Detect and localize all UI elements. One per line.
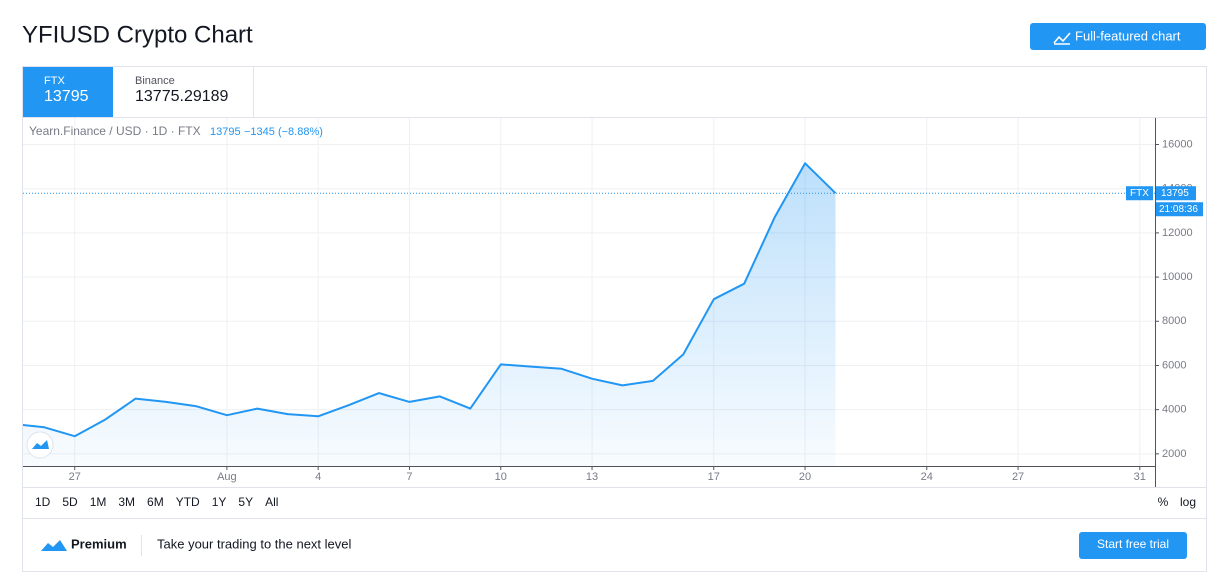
y-tick-label: 16000 [1162,138,1193,150]
button-label: Start free trial [1097,537,1169,551]
legend-price: 13795 [210,126,241,138]
price-line [23,162,837,438]
widget-frame [22,66,1207,572]
x-tick-label: 27 [1012,471,1024,483]
button-bg [1079,532,1187,559]
premium-brand: Premium [71,536,127,551]
y-tick-label: 12000 [1162,227,1193,239]
x-tick-label: 20 [799,471,811,483]
y-tick-label: 10000 [1162,271,1193,283]
area-fill [23,163,836,466]
page-title: YFIUSD Crypto Chart [22,21,253,48]
y-tick-label: 4000 [1162,404,1186,416]
range-button[interactable]: 3M [118,495,135,509]
logo [26,431,54,459]
x-tick-label: 17 [708,471,720,483]
logo-circle [26,431,54,459]
x-tick-label: 13 [586,471,598,483]
plot [23,162,837,466]
scale-log[interactable]: log [1180,495,1196,509]
tab-bg [23,67,113,117]
x-tick-label: 10 [495,471,507,483]
x-tick-label: 24 [921,471,933,483]
y-tick-label: 8000 [1162,315,1186,327]
chart-icon [1053,32,1071,45]
button-label: Full-featured chart [1075,28,1181,43]
y-tick-label: 2000 [1162,448,1186,460]
legend-symbol: Yearn.Finance / USD · 1D · FTX [29,124,201,138]
range-button[interactable]: 1Y [212,495,227,509]
range-button[interactable]: 1M [90,495,107,509]
range-button[interactable]: 1D [35,495,51,509]
last-time-label: 21:08:36 [1159,204,1198,215]
tab-binance[interactable]: Binance 13775.29189 [135,67,254,117]
tab-exchange: Binance [135,75,175,87]
last-price-box [1156,186,1196,201]
range-button[interactable]: 5D [62,495,78,509]
premium-text: Take your trading to the next level [157,536,352,551]
y-tick-label: 6000 [1162,359,1186,371]
logo-shape [32,440,49,449]
axes: 20004000600080001000012000140001600027Au… [23,138,1203,483]
x-tick-label: 4 [315,471,321,483]
premium-logo [41,540,67,551]
range-button[interactable]: 6M [147,495,164,509]
range-button[interactable]: 5Y [238,495,253,509]
x-tick-label: 7 [406,471,412,483]
x-tick-label: 31 [1134,471,1146,483]
tab-exchange: FTX [44,75,65,87]
range-button[interactable]: All [265,495,278,509]
last-price-series-label: FTX [1130,188,1149,199]
button-bg [1030,23,1206,50]
full-chart-button[interactable]: Full-featured chart [1030,23,1206,50]
tab-price: 13775.29189 [135,88,229,105]
last-price-label: 13795 [1161,188,1189,199]
tab-price: 13795 [44,88,89,105]
tab-ftx[interactable]: FTX 13795 [23,67,113,117]
last-price-series-box [1126,186,1153,201]
scale-percent[interactable]: % [1158,495,1169,509]
x-tick-label: 27 [69,471,81,483]
legend-change: −1345 (−8.88%) [244,126,323,138]
range-bar: 1D 5D 1M 3M 6M YTD 1Y 5Y All [35,495,278,509]
last-time-box [1156,202,1203,217]
x-tick-label: Aug [217,471,237,483]
trial-button[interactable]: Start free trial [1079,532,1187,559]
range-button[interactable]: YTD [176,495,200,509]
